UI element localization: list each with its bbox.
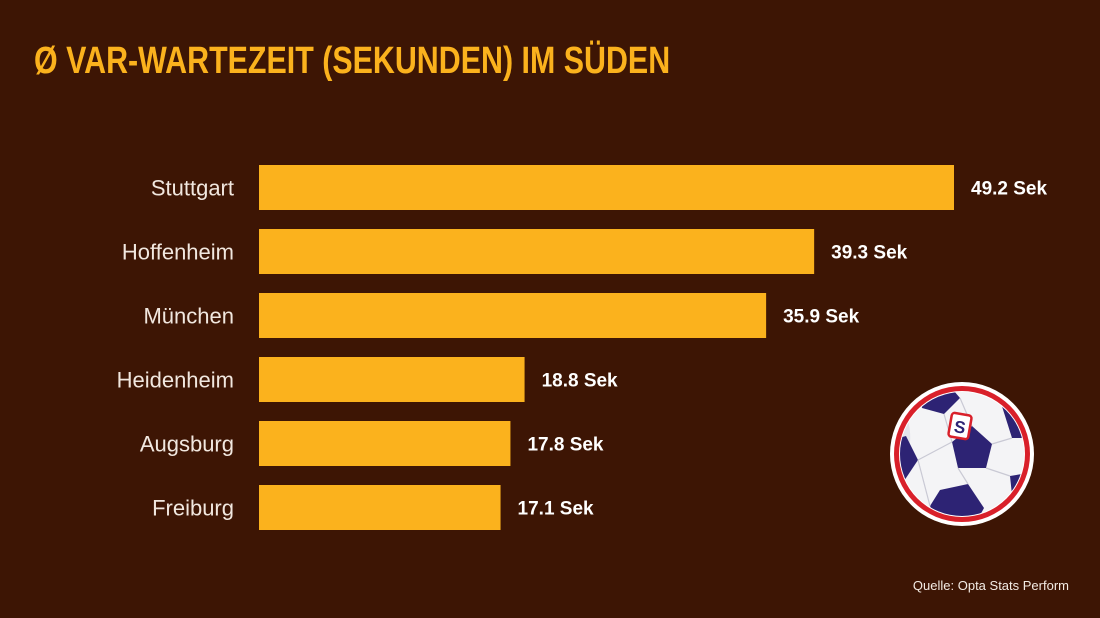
soccer-ball-icon: S xyxy=(890,382,1034,526)
source-note: Quelle: Opta Stats Perform xyxy=(912,578,1069,593)
value-label: 39.3 Sek xyxy=(831,243,907,264)
brand-badge: S xyxy=(947,411,973,441)
bar-stuttgart xyxy=(259,165,954,210)
bar-freiburg xyxy=(259,485,501,530)
category-label: Hoffenheim xyxy=(122,240,234,265)
category-label: Heidenheim xyxy=(117,368,234,393)
category-label: Freiburg xyxy=(152,496,234,521)
value-label: 18.8 Sek xyxy=(542,371,618,392)
category-label: Stuttgart xyxy=(151,176,234,201)
value-label: 49.2 Sek xyxy=(971,179,1047,200)
badge-letter: S xyxy=(953,417,967,438)
bar-heidenheim xyxy=(259,357,525,402)
bar-hoffenheim xyxy=(259,229,815,274)
bar-augsburg xyxy=(259,421,511,466)
chart-title: Ø VAR-WARTEZEIT (SEKUNDEN) IM SÜDEN xyxy=(34,40,671,82)
value-label: 17.8 Sek xyxy=(527,435,603,456)
value-label: 17.1 Sek xyxy=(518,499,594,520)
value-label: 35.9 Sek xyxy=(783,307,859,328)
bar-münchen xyxy=(259,293,767,338)
category-label: Augsburg xyxy=(140,432,234,457)
category-label: München xyxy=(143,304,234,329)
